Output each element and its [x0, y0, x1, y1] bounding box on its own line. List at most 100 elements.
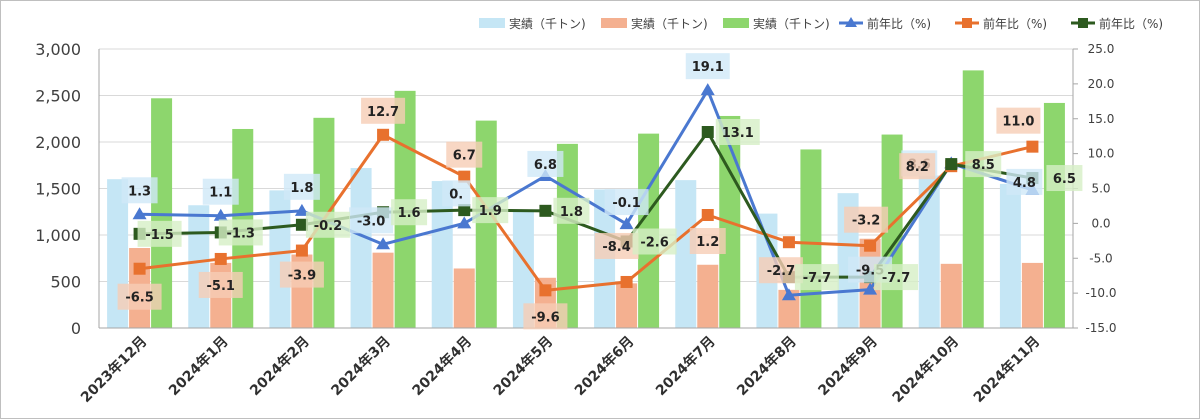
- left-axis-tick: 0: [71, 319, 81, 338]
- data-label-box: [446, 141, 483, 168]
- data-label-box: [1006, 168, 1043, 195]
- data-label-box: [361, 97, 406, 124]
- right-axis-tick: 25.0: [1088, 42, 1115, 56]
- left-axis-tick: 500: [50, 273, 81, 292]
- data-label: 1.6: [398, 206, 421, 221]
- data-label-box: [391, 199, 428, 226]
- line-marker: [700, 83, 715, 96]
- legend-swatch-bar: [723, 18, 749, 28]
- legend-label: 前年比（%): [867, 16, 931, 31]
- line-marker: [295, 218, 308, 231]
- data-label: -8.4: [602, 240, 630, 255]
- x-axis-tick: 2024年4月: [409, 333, 475, 399]
- data-label-box: [523, 303, 568, 330]
- x-axis-tick: 2024年5月: [490, 333, 556, 399]
- line-marker: [539, 204, 552, 217]
- legend-label: 前年比（%): [1099, 16, 1163, 31]
- data-label-box: [198, 271, 243, 298]
- legend-marker: [845, 17, 857, 27]
- bar: [940, 263, 962, 328]
- data-label-box: [527, 150, 564, 177]
- x-axis-tick: 2024年8月: [733, 333, 799, 399]
- legend-swatch-bar: [479, 18, 505, 28]
- line-marker: [620, 275, 633, 288]
- line-marker: [701, 209, 714, 222]
- data-label: -5.1: [207, 279, 235, 294]
- data-label: -3.9: [288, 269, 316, 284]
- data-label: 6.5: [1053, 172, 1076, 187]
- data-label: 6.8: [534, 158, 557, 173]
- x-axis-tick: 2024年10月: [889, 333, 962, 406]
- x-axis-tick: 2024年2月: [246, 333, 312, 399]
- data-label-box: [283, 173, 320, 200]
- x-axis-tick: 2024年6月: [571, 333, 637, 399]
- line-marker: [863, 282, 878, 295]
- data-label: -1.5: [145, 228, 173, 243]
- line-marker: [945, 158, 958, 171]
- data-label: 1.3: [128, 184, 151, 199]
- data-label-box: [121, 177, 158, 204]
- legend-label: 実績（千トン): [509, 16, 586, 31]
- data-label-box: [899, 153, 936, 180]
- bar: [151, 98, 173, 328]
- bar: [475, 120, 497, 328]
- data-label: 12.7: [367, 105, 399, 120]
- data-label: -9.6: [531, 310, 559, 325]
- data-label: 6.7: [453, 149, 476, 164]
- bar: [616, 283, 638, 328]
- bar: [350, 168, 372, 328]
- data-label: 1.9: [479, 204, 502, 219]
- line-marker: [377, 128, 390, 141]
- data-label: -2.7: [767, 264, 795, 279]
- data-label-box: [844, 206, 889, 233]
- x-axis-tick: 2024年9月: [815, 333, 881, 399]
- right-axis-tick: 0.0: [1091, 216, 1110, 230]
- line-marker: [782, 236, 795, 249]
- right-axis-tick: 10.0: [1088, 147, 1115, 161]
- left-axis-tick: 3,000: [35, 40, 81, 59]
- data-label: 1.8: [560, 205, 583, 220]
- data-label: -0.2: [314, 219, 342, 234]
- bar: [1021, 262, 1043, 328]
- bar: [1043, 102, 1065, 328]
- line-marker: [294, 203, 309, 216]
- left-axis-tick: 2,000: [35, 133, 81, 152]
- bar: [556, 143, 578, 328]
- bar: [188, 205, 210, 328]
- line-marker: [701, 126, 714, 139]
- line-marker: [295, 244, 308, 257]
- data-label: 8.2: [906, 160, 929, 175]
- bar: [800, 149, 822, 328]
- bar: [269, 190, 291, 328]
- right-axis-tick: -15.0: [1085, 321, 1116, 335]
- data-label-box: [715, 119, 760, 146]
- left-axis-tick: 2,500: [35, 87, 81, 106]
- x-axis-tick: 2024年11月: [970, 333, 1043, 406]
- x-axis-tick: 2024年7月: [652, 333, 718, 399]
- data-label-box: [689, 228, 726, 255]
- left-axis-tick: 1,500: [35, 180, 81, 199]
- line-marker: [619, 217, 634, 230]
- data-label: -7.7: [882, 271, 910, 286]
- data-label-box: [594, 232, 639, 259]
- data-label-box: [1046, 165, 1083, 192]
- line-marker: [457, 216, 472, 229]
- bar: [962, 70, 984, 328]
- data-label: 1.1: [209, 186, 232, 201]
- data-label: -1.3: [227, 226, 255, 241]
- data-label-box: [874, 264, 919, 291]
- bar: [675, 180, 697, 328]
- legend-swatch-bar: [601, 18, 627, 28]
- data-label-box: [794, 264, 839, 291]
- data-label-box: [472, 197, 509, 224]
- data-label-box: [305, 211, 350, 238]
- line-marker: [458, 170, 471, 183]
- bar: [372, 252, 394, 328]
- line-marker: [214, 252, 227, 265]
- x-axis-tick: 2023年12月: [77, 333, 150, 406]
- data-label: 11.0: [1002, 115, 1034, 130]
- line-marker: [213, 208, 228, 221]
- legend-marker: [962, 18, 972, 28]
